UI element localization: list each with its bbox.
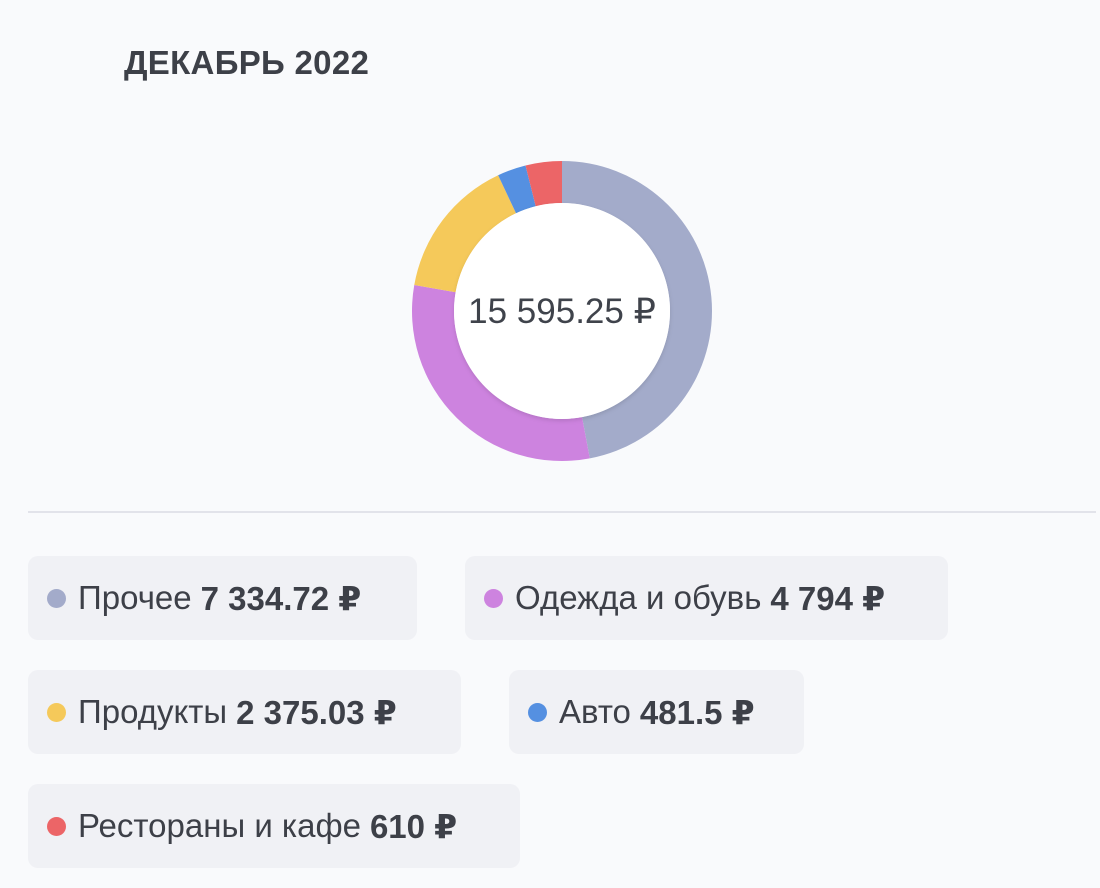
- donut-slice-auto[interactable]: [498, 165, 536, 214]
- divider: [28, 511, 1096, 513]
- donut-slices: [412, 161, 713, 462]
- legend-item-other[interactable]: Прочее 7 334.72 ₽: [28, 556, 417, 640]
- donut-slice-groceries[interactable]: [414, 175, 517, 293]
- donut-slice-restaurants[interactable]: [525, 161, 562, 207]
- legend-dot: [484, 588, 503, 608]
- legend-item-clothing[interactable]: Одежда и обувь 4 794 ₽: [465, 556, 948, 640]
- legend-value: 610 ₽: [369, 807, 458, 845]
- legend-label: Одежда и обувь: [515, 579, 762, 616]
- legend-value: 2 375.03 ₽: [236, 693, 397, 731]
- donut-slice-clothing[interactable]: [412, 285, 590, 462]
- total-amount: 15 595.25 ₽: [468, 292, 656, 331]
- legend-value: 481.5 ₽: [639, 693, 755, 731]
- legend-item-restaurants[interactable]: Рестораны и кафе 610 ₽: [28, 784, 520, 868]
- legend-dot: [47, 702, 66, 722]
- donut-center: [454, 203, 670, 419]
- legend-item-groceries[interactable]: Продукты 2 375.03 ₽: [28, 670, 461, 754]
- legend-dot: [47, 588, 66, 608]
- legend-label: Авто: [559, 693, 631, 730]
- legend-item-auto[interactable]: Авто 481.5 ₽: [509, 670, 804, 754]
- legend-label: Прочее: [78, 579, 192, 616]
- month-title: ДЕКАБРЬ 2022: [124, 44, 370, 81]
- legend-label: Рестораны и кафе: [78, 807, 361, 844]
- legend-label: Продукты: [78, 693, 228, 730]
- legend-value: 4 794 ₽: [770, 579, 886, 617]
- donut-slice-other[interactable]: [562, 161, 713, 459]
- legend-dot: [528, 702, 547, 722]
- legend-value: 7 334.72 ₽: [200, 579, 362, 617]
- expense-donut-chart: 15 595.25 ₽: [412, 161, 713, 462]
- legend-dot: [47, 816, 66, 836]
